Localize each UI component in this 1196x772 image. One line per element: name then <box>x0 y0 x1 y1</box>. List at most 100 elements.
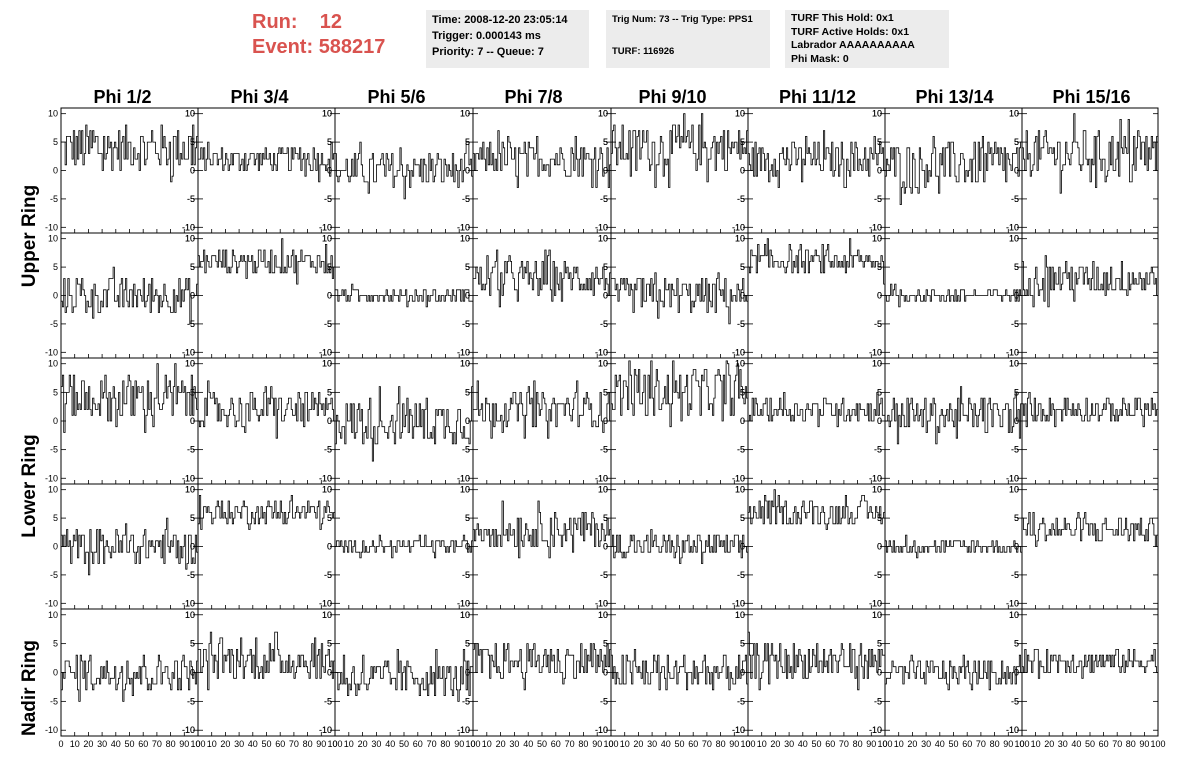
y-tick-label: 0 <box>190 542 195 552</box>
y-tick-label: -10 <box>595 598 608 608</box>
y-tick-label: 0 <box>190 291 195 301</box>
y-tick-label: -10 <box>595 598 608 608</box>
y-tick-label: -5 <box>187 445 195 455</box>
y-tick-label: -5 <box>1011 445 1019 455</box>
y-tick-label: 0 <box>327 668 332 678</box>
y-tick-label: 10 <box>1009 610 1019 620</box>
y-tick-label: -10 <box>595 473 608 483</box>
y-tick-label: 5 <box>603 639 608 649</box>
x-tick-label: 100 <box>603 739 618 749</box>
info-line: Trig Num: 73 -- Trig Type: PPS1 <box>612 14 753 25</box>
y-tick-label: 10 <box>598 485 608 495</box>
y-tick-label: 0 <box>327 291 332 301</box>
y-tick-label: 5 <box>465 513 470 523</box>
y-tick-label: 0 <box>603 542 608 552</box>
y-tick-label: 10 <box>735 234 745 244</box>
y-tick-label: -5 <box>874 696 882 706</box>
y-tick-label: -5 <box>737 445 745 455</box>
y-tick-label: 10 <box>48 485 58 495</box>
x-tick-label: 60 <box>825 739 835 749</box>
y-tick-label: -5 <box>874 194 882 204</box>
y-tick-label: 5 <box>190 137 195 147</box>
x-tick-label: 40 <box>248 739 258 749</box>
waveform-trace <box>885 283 1022 308</box>
y-tick-label: 5 <box>740 137 745 147</box>
y-tick-label: -10 <box>45 473 58 483</box>
waveform-trace <box>473 249 612 308</box>
x-tick-label: 0 <box>332 739 337 749</box>
waveform-trace <box>198 495 336 530</box>
y-tick-label: 0 <box>877 542 882 552</box>
x-tick-label: 20 <box>770 739 780 749</box>
y-tick-label: -5 <box>600 194 608 204</box>
y-tick-label: 5 <box>740 513 745 523</box>
y-tick-label: 10 <box>1009 234 1019 244</box>
y-tick-label: -5 <box>187 570 195 580</box>
x-tick-label: 70 <box>152 739 162 749</box>
y-tick-label: 10 <box>735 610 745 620</box>
x-tick-label: 50 <box>811 739 821 749</box>
x-tick-label: 70 <box>1112 739 1122 749</box>
y-tick-label: 0 <box>53 416 58 426</box>
y-tick-label: -5 <box>600 445 608 455</box>
y-tick-label: 10 <box>460 359 470 369</box>
info-line: TURF Active Holds: 0x1 <box>791 25 910 38</box>
y-tick-label: -5 <box>737 696 745 706</box>
y-tick-label: 5 <box>1014 513 1019 523</box>
y-tick-label: 10 <box>185 610 195 620</box>
y-tick-label: -10 <box>732 347 745 357</box>
y-tick-label: -5 <box>324 194 332 204</box>
run-value: 12 <box>319 11 343 33</box>
x-tick-label: 30 <box>1058 739 1068 749</box>
y-tick-label: 10 <box>872 234 882 244</box>
y-tick-label: 0 <box>603 291 608 301</box>
y-tick-label: 10 <box>322 610 332 620</box>
x-tick-label: 50 <box>124 739 134 749</box>
y-tick-label: 0 <box>327 542 332 552</box>
y-tick-label: 0 <box>53 542 58 552</box>
waveform-trace <box>1022 392 1158 428</box>
y-tick-label: 0 <box>603 668 608 678</box>
y-tick-label: 0 <box>740 291 745 301</box>
y-tick-label: 5 <box>53 137 58 147</box>
x-tick-label: 80 <box>853 739 863 749</box>
y-tick-label: -10 <box>1006 473 1019 483</box>
y-tick-label: -10 <box>595 347 608 357</box>
x-tick-label: 40 <box>661 739 671 749</box>
y-tick-label: 5 <box>603 387 608 397</box>
y-tick-label: 5 <box>1014 513 1019 523</box>
y-tick-label: 0 <box>603 166 608 176</box>
x-tick-label: 0 <box>608 739 613 749</box>
y-tick-label: 5 <box>327 387 332 397</box>
y-tick-label: -10 <box>595 222 608 232</box>
y-tick-label: -5 <box>1011 319 1019 329</box>
y-tick-label: 10 <box>460 610 470 620</box>
trigger-info-box: Trig Num: 73 -- Trig Type: PPS1 TURF: 11… <box>606 10 770 68</box>
y-tick-label: -5 <box>462 445 470 455</box>
panel-frame <box>1021 483 1159 610</box>
y-tick-label: 0 <box>465 291 470 301</box>
y-tick-label: 5 <box>603 639 608 649</box>
y-tick-label: 10 <box>598 359 608 369</box>
x-tick-label: 80 <box>716 739 726 749</box>
y-tick-label: 0 <box>1014 542 1019 552</box>
y-tick-label: 0 <box>465 166 470 176</box>
waveform-trace <box>61 363 199 433</box>
y-tick-label: 10 <box>735 485 745 495</box>
y-tick-label: 5 <box>740 639 745 649</box>
x-tick-label: 20 <box>220 739 230 749</box>
x-tick-label: 0 <box>1019 739 1024 749</box>
y-tick-label: 10 <box>322 485 332 495</box>
x-tick-label: 70 <box>289 739 299 749</box>
info-line: TURF This Hold: 0x1 <box>791 12 894 24</box>
y-tick-label: 10 <box>185 109 195 119</box>
y-tick-label: -5 <box>324 319 332 329</box>
y-tick-label: 5 <box>740 639 745 649</box>
y-tick-label: -10 <box>182 222 195 232</box>
y-tick-label: 5 <box>327 137 332 147</box>
event-line: Event: 588217 <box>252 35 412 60</box>
y-tick-label: 0 <box>327 166 332 176</box>
y-tick-label: -10 <box>595 725 608 735</box>
y-tick-label: 5 <box>603 137 608 147</box>
